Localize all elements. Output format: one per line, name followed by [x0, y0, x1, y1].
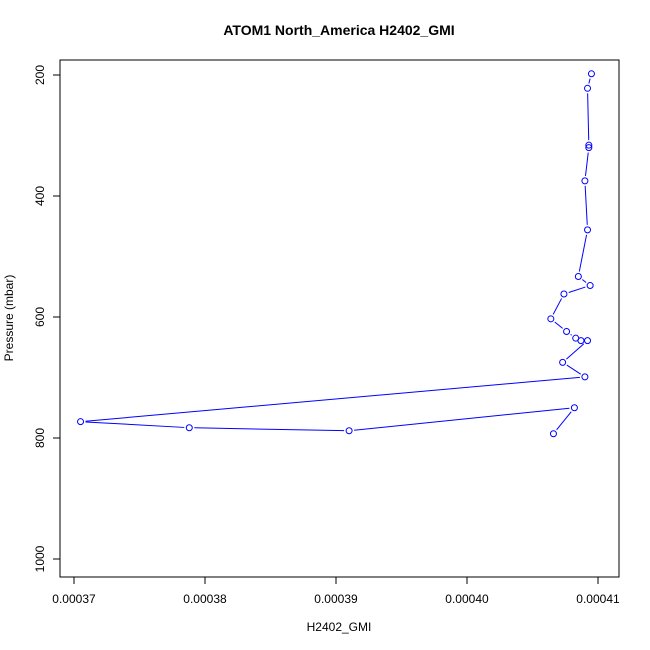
x-axis-label: H2402_GMI [307, 620, 372, 634]
y-tick-label: 600 [33, 307, 47, 327]
plot-frame [59, 59, 620, 578]
data-point [559, 358, 567, 366]
data-point [584, 84, 592, 92]
series-line-segment [552, 298, 563, 315]
series-line-segment [85, 421, 185, 428]
series-line-segment [554, 321, 563, 329]
y-tick-label: 400 [33, 186, 47, 206]
series-line-segment [588, 78, 591, 84]
data-point [587, 70, 595, 78]
series-line-segment [566, 343, 585, 360]
y-tick-label: 1000 [33, 545, 47, 572]
data-point [547, 315, 555, 323]
data-point [577, 337, 585, 345]
series-line-segment [584, 152, 589, 176]
series-line-segment [582, 279, 587, 283]
series-line-segment [354, 407, 570, 431]
y-tick-label: 800 [33, 428, 47, 448]
series-line-segment [194, 427, 345, 432]
data-point [563, 328, 571, 336]
data-point [584, 337, 592, 345]
data-point [586, 282, 594, 290]
series-line-segment [570, 334, 572, 336]
y-tick-label: 200 [33, 65, 47, 85]
x-tick-label: 0.00037 [52, 592, 96, 606]
chart-title: ATOM1 North_America H2402_GMI [223, 22, 454, 38]
series-line-segment [578, 234, 588, 272]
data-point [585, 141, 593, 149]
y-axis-label: Pressure (mbar) [2, 275, 16, 362]
data-point [77, 418, 85, 426]
x-tick-label: 0.00041 [576, 592, 620, 606]
data-point [581, 373, 589, 381]
series-line-segment [584, 185, 588, 225]
series-line-segment [587, 93, 590, 141]
data-point [574, 272, 582, 280]
data-point [560, 290, 568, 298]
data-point [185, 424, 193, 432]
x-tick-label: 0.00038 [183, 592, 227, 606]
plot-lines [85, 78, 591, 432]
data-point [584, 226, 592, 234]
x-tick-label: 0.00039 [314, 592, 358, 606]
series-line-segment [556, 411, 572, 431]
data-point [345, 427, 353, 435]
x-axis: 0.00037 0.00038 0.00039 0.00040 0.00041 [52, 576, 620, 606]
data-point [581, 177, 589, 185]
y-axis: 200 400 600 800 1000 [33, 65, 61, 572]
plot-points [77, 70, 595, 438]
series-line-segment [85, 376, 580, 422]
data-point [549, 430, 557, 438]
series-line-segment [566, 364, 581, 375]
data-point [585, 144, 593, 152]
x-tick-label: 0.00040 [445, 592, 489, 606]
series-line-segment [568, 286, 586, 293]
data-point [570, 404, 578, 412]
